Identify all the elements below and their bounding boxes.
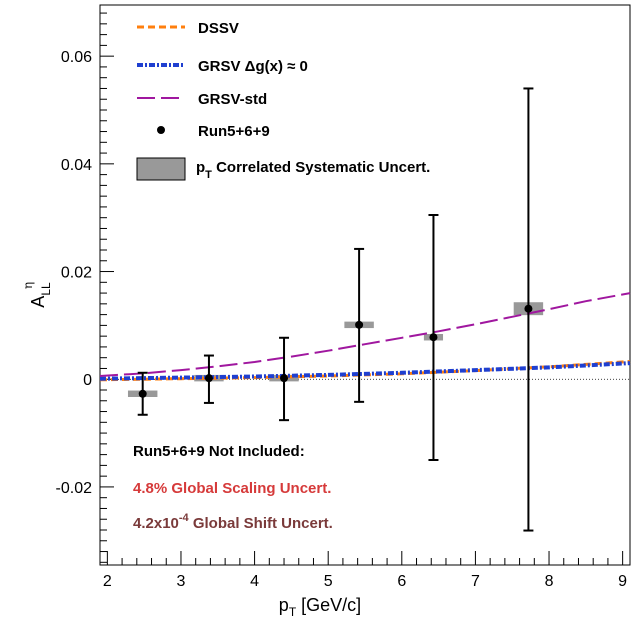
x-axis-ticks: 2 3 4 5 6 7 8 9 (103, 551, 627, 590)
x-tick-label: 2 (103, 573, 112, 590)
x-tick-label: 4 (250, 573, 259, 590)
x-tick-label: 7 (471, 573, 480, 590)
data-point (524, 304, 533, 313)
data-point (280, 374, 289, 383)
data-points (138, 304, 533, 398)
x-axis-title: pT [GeV/c] (279, 595, 361, 619)
data-point (138, 389, 147, 398)
legend-sys-swatch (136, 157, 186, 181)
plot-frame-rect (99, 4, 631, 566)
note-not-included: Run5+6+9 Not Included: (133, 443, 305, 460)
curve-grsv-g-x-0 (99, 361, 631, 381)
x-tick-label: 8 (545, 573, 554, 590)
data-point (204, 374, 213, 383)
data-point (355, 320, 364, 329)
y-tick-label: 0.02 (61, 265, 92, 282)
legend-dssv-label: DSSV (198, 20, 239, 37)
note-shift-uncert: 4.2x10-4 Global Shift Uncert. (133, 512, 333, 532)
theory-curves (99, 292, 631, 382)
data-point (429, 333, 438, 342)
y-tick-label: -0.02 (56, 480, 93, 497)
x-tick-label: 6 (397, 573, 406, 590)
x-tick-label: 9 (618, 573, 627, 590)
plot-frame (99, 4, 631, 566)
legend-data-marker (157, 126, 165, 134)
legend: DSSV GRSV Δg(x) ≈ 0 GRSV-std Run5+6+9 pT… (136, 20, 430, 181)
x-tick-label: 3 (177, 573, 186, 590)
y-axis-ticks: -0.02 0 0.02 0.04 0.06 (56, 12, 114, 563)
error-bars (137, 87, 534, 532)
systematic-boxes (127, 302, 544, 397)
y-axis-title-sub: LL (39, 282, 53, 296)
y-tick-label: 0.04 (61, 157, 92, 174)
y-axis-title-main: A (28, 296, 48, 308)
curve-grsv-std (99, 292, 631, 377)
x-tick-label: 5 (324, 573, 333, 590)
global-uncertainty-notes: Run5+6+9 Not Included: 4.8% Global Scali… (133, 443, 333, 532)
note-scaling-uncert: 4.8% Global Scaling Uncert. (133, 480, 331, 497)
legend-grsv0-label: GRSV Δg(x) ≈ 0 (198, 58, 308, 75)
y-tick-label: 0.06 (61, 49, 92, 66)
y-axis-title: ALL η (21, 282, 53, 308)
legend-sys-label: pT Correlated Systematic Uncert. (196, 159, 430, 181)
y-axis-title-sup: η (21, 282, 35, 289)
svg-text:ALL: ALL (28, 282, 53, 308)
y-tick-label: 0 (83, 372, 92, 389)
legend-grsvstd-label: GRSV-std (198, 91, 267, 108)
legend-data-label: Run5+6+9 (198, 123, 270, 140)
